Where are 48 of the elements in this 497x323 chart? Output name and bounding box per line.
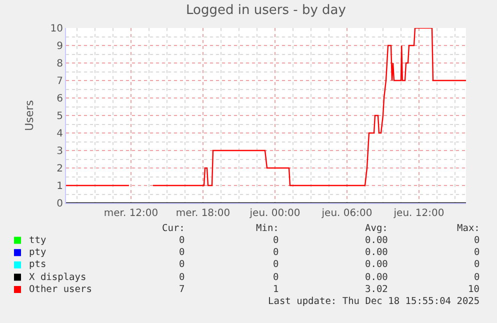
x-tick-label: mer. 18:00 [176,208,230,219]
chart-title: Logged in users - by day [186,3,346,18]
legend-label: Other users [29,284,92,295]
text: 0 [179,235,185,246]
legend-label: pts [29,259,46,270]
text: Min: [256,223,279,234]
text: 0 [179,272,185,283]
y-tick-label: 10 [50,24,63,34]
text: 0 [474,247,480,258]
text: 0.00 [365,247,388,258]
text: 0.00 [365,235,388,246]
legend-label: pty [29,247,46,258]
x-tick-label: jeu. 12:00 [392,208,444,219]
text: 0 [273,235,279,246]
y-tick-label: 7 [56,76,63,87]
text: 3.02 [365,284,388,295]
x-tick-label: jeu. 06:00 [320,208,372,219]
text: 10 [468,284,480,295]
x-tick-label: mer. 12:00 [104,208,158,219]
text: 7 [179,284,185,295]
legend-label: tty [29,235,46,246]
text: 0 [474,272,480,283]
text: 0 [179,259,185,270]
text: 0.00 [365,259,388,270]
y-tick-label: 1 [56,181,63,192]
y-tick-label: 2 [56,164,63,174]
text: 0 [179,247,185,258]
text: 1 [273,284,279,295]
y-tick-label: 4 [56,128,63,140]
y-axis-title: Users [22,100,36,131]
text: 0 [273,259,279,270]
y-tick-label: 9 [56,41,63,52]
text: Avg: [365,223,388,234]
x-tick-label: jeu. 00:00 [248,208,300,219]
legend-label: X displays [29,272,86,283]
text: 0 [273,272,279,283]
text: 0 [474,235,480,246]
text: Last update: Thu Dec 18 15:55:04 2025 [268,296,480,307]
y-tick-label: 5 [56,111,63,122]
text: Max: [457,223,480,234]
y-tick-label: 3 [56,146,63,157]
y-tick-label: 6 [56,94,63,104]
y-tick-label: 0 [56,198,63,210]
text: 0.00 [365,272,388,283]
y-tick-label: 8 [56,58,63,70]
text: Cur: [162,223,185,234]
text: 0 [273,247,279,258]
text: 0 [474,259,480,270]
